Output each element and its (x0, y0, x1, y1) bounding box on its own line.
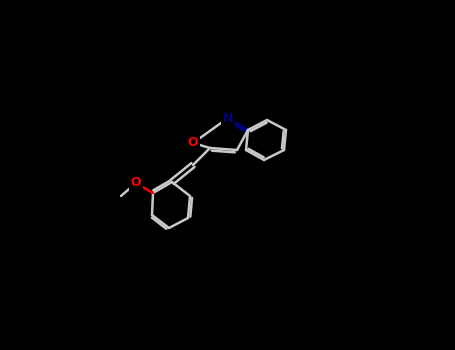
Text: O: O (187, 136, 198, 149)
Text: O: O (131, 176, 142, 189)
Text: N: N (223, 112, 233, 125)
